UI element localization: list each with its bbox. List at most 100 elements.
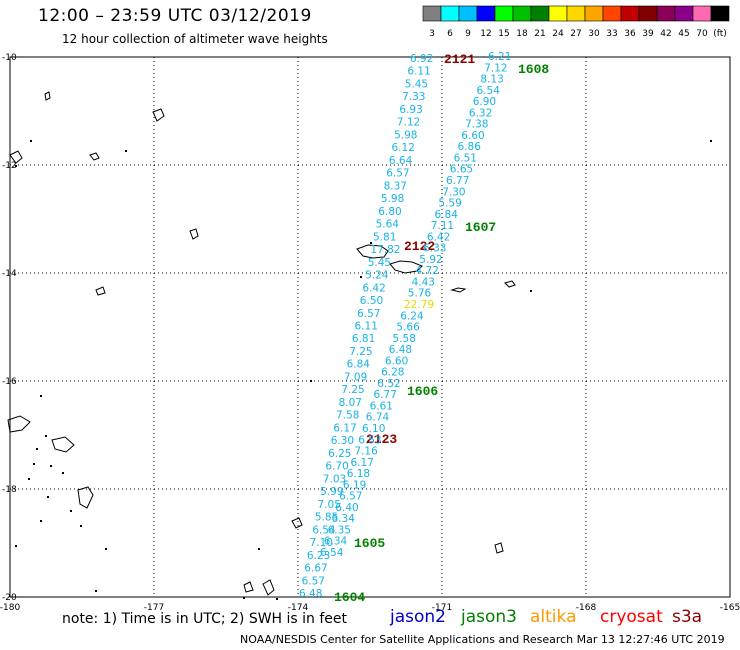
islet [243, 597, 245, 599]
scale-label: 33 [606, 29, 617, 39]
wave-height-label: 5.64 [376, 219, 400, 231]
wave-height-label: 6.57 [357, 308, 380, 320]
wave-height-label: 6.60 [385, 355, 408, 367]
wave-height-label: 5.99 [320, 486, 343, 498]
wave-height-label: 6.50 [360, 295, 383, 307]
chart-title: 12:00 – 23:59 UTC 03/12/2019 [38, 6, 312, 26]
wave-height-label: 5.92 [419, 254, 442, 266]
island-fiji-c [77, 486, 94, 509]
scale-label: 12 [480, 29, 491, 39]
wave-height-label: 6.92 [410, 53, 433, 65]
island-savaii [356, 244, 389, 259]
wave-height-label: 17.82 [370, 244, 400, 256]
wave-height-label: 6.42 [427, 231, 450, 243]
scale-label: 70 [696, 29, 708, 39]
islet [125, 150, 127, 152]
wave-height-label: 5.58 [393, 333, 416, 345]
islet [276, 598, 278, 600]
island-futuna [152, 108, 165, 122]
islet [310, 380, 312, 382]
pass-label: 2123 [366, 432, 397, 447]
wave-height-label: 6.60 [461, 130, 484, 142]
scale-label: 15 [498, 29, 509, 39]
wave-height-label: 6.24 [400, 310, 424, 322]
wave-height-label: 7.03 [323, 473, 346, 485]
island-tonga-a [504, 280, 516, 288]
lon-label: -168 [576, 603, 597, 613]
island-fiji-a [7, 415, 31, 433]
wave-height-label: 6.11 [407, 66, 430, 78]
lon-label: -180 [0, 603, 20, 613]
islet [30, 140, 32, 142]
island-fiji-b [51, 436, 75, 453]
wave-height-label: 8.13 [480, 74, 503, 86]
color-scale: 3 6 9 12 15 18 21 24 27 30 33 36 39 42 45 70 (ft) [422, 5, 730, 39]
island-tongatapu [243, 581, 254, 593]
wave-height-label: 6.48 [299, 588, 322, 600]
wave-height-label: 6.54 [477, 85, 501, 97]
wave-height-label: 6.61 [370, 401, 393, 413]
scale-swatch [710, 5, 730, 22]
scale-label: 6 [447, 29, 453, 39]
wave-height-label: 6.34 [324, 536, 348, 548]
axis-labels: -10 -12 -14 -16 -18 -20-180 -177 -174 -171 -168 -1… [0, 53, 740, 613]
islet [15, 165, 17, 167]
lat-label: -20 [2, 593, 17, 603]
legend-cryosat: cryosat [600, 607, 663, 627]
islet [28, 478, 30, 480]
pass-label: 1605 [354, 536, 385, 551]
islet [258, 548, 260, 550]
island-haapai [262, 579, 275, 596]
pass-label: 1608 [518, 62, 549, 77]
wave-height-label: 6.11 [355, 321, 378, 333]
lat-label: -12 [2, 161, 17, 171]
scale-label: 45 [678, 29, 689, 39]
wave-height-label: 6.84 [435, 209, 459, 221]
chart-subtitle: 12 hour collection of altimeter wave hei… [62, 32, 328, 46]
lon-label: -177 [144, 603, 164, 613]
map-frame [9, 56, 731, 598]
wave-height-label: 5.98 [381, 193, 404, 205]
islet [80, 525, 82, 527]
wave-height-label: 6.28 [381, 367, 404, 379]
legend-altika: altika [530, 607, 577, 627]
wave-height-label: 6.70 [325, 461, 348, 473]
wave-height-label: 6.81 [352, 333, 375, 345]
islet [360, 276, 362, 278]
wave-height-label: 6.93 [399, 104, 422, 116]
islet [36, 448, 38, 450]
wave-height-label: 6.80 [378, 206, 401, 218]
islet [530, 290, 532, 292]
legend-jason2: jason2 [390, 607, 446, 627]
lon-label: -165 [720, 603, 740, 613]
scale-label: 9 [465, 29, 471, 39]
islet [710, 140, 712, 142]
wave-height-label: 6.57 [386, 168, 409, 180]
lat-label: -18 [2, 485, 17, 495]
wave-height-label: 5.98 [394, 129, 417, 141]
wave-height-label: 7.11 [431, 220, 454, 232]
lat-label: -14 [2, 269, 17, 279]
islet [70, 510, 72, 512]
scale-label: 36 [624, 29, 636, 39]
islet [45, 435, 47, 437]
pass-label: 1607 [465, 220, 496, 235]
wave-height-label: 22.79 [404, 299, 434, 311]
wave-height-label: 5.66 [396, 322, 420, 334]
wave-height-label: 7.25 [341, 384, 364, 396]
island-upolu [389, 260, 423, 274]
wave-height-label: 7.16 [354, 446, 378, 458]
wave-height-label: 6.10 [362, 423, 385, 435]
island-niuafoou [44, 91, 51, 101]
island-rotuma-b [9, 150, 23, 164]
islet [370, 242, 372, 244]
pass-label: 1604 [334, 590, 365, 605]
wave-height-label: 6.74 [366, 412, 390, 424]
island-vavau [291, 517, 303, 529]
wave-height-label: 6.67 [304, 563, 327, 575]
altimeter-track-a: 6.926.115.457.336.937.125.986.126.646.57… [299, 53, 433, 600]
wave-height-label: 7.33 [402, 91, 425, 103]
wave-height-label: 6.57 [339, 491, 362, 503]
wave-height-label: 7.09 [344, 372, 367, 384]
